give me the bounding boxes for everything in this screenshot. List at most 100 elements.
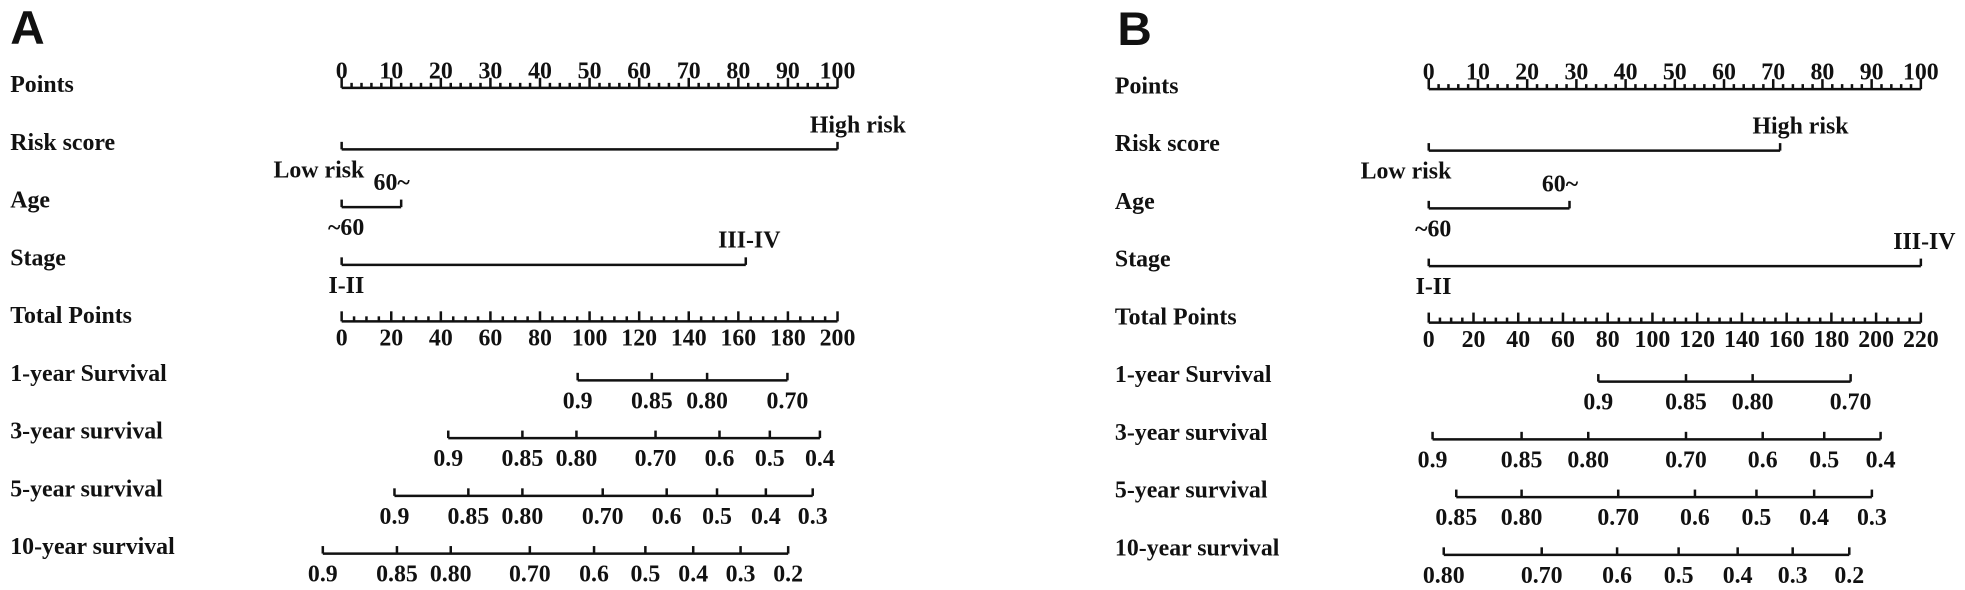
tick-label: 20 <box>1462 327 1486 353</box>
survival-tick-label: 0.5 <box>1809 447 1839 473</box>
level-label: ~60 <box>328 215 364 241</box>
tick-label: 40 <box>1614 60 1638 86</box>
survival-name: 1-year Survival <box>1115 362 1272 388</box>
tick-label: 80 <box>726 58 750 84</box>
survival-tick-label: 0.80 <box>502 504 544 530</box>
survival-tick-label: 0.85 <box>376 562 418 588</box>
survival-tick-label: 0.6 <box>1680 505 1710 531</box>
survival-name: 3-year survival <box>1115 420 1268 446</box>
survival-tick-label: 0.5 <box>702 504 732 530</box>
survival-tick-label: 0.70 <box>1665 447 1707 473</box>
tick-label: 180 <box>770 326 806 352</box>
tick-label: 10 <box>1466 60 1490 86</box>
tick-label: 60 <box>1551 327 1575 353</box>
survival-tick-label: 0.9 <box>563 388 593 414</box>
tick-label: 100 <box>1635 327 1671 353</box>
tick-label: 60 <box>478 326 502 352</box>
tick-label: 160 <box>720 326 756 352</box>
tick-label: 80 <box>1811 60 1835 86</box>
survival-tick-label: 0.4 <box>678 562 708 588</box>
panel-label: A <box>10 2 44 55</box>
tick-label: 20 <box>1515 60 1539 86</box>
tick-label: 80 <box>528 326 552 352</box>
survival-tick-label: 0.6 <box>652 504 682 530</box>
tick-label: 140 <box>671 326 707 352</box>
survival-tick-label: 0.70 <box>767 388 809 414</box>
tick-label: 200 <box>820 326 856 352</box>
tick-label: 0 <box>336 326 348 352</box>
tick-label: 50 <box>1663 60 1687 86</box>
tick-label: 80 <box>1596 327 1620 353</box>
survival-tick-label: 0.2 <box>773 562 803 588</box>
tick-label: 20 <box>379 326 403 352</box>
level-label: III-IV <box>718 228 780 254</box>
survival-tick-label: 0.3 <box>1778 563 1808 589</box>
survival-tick-label: 0.4 <box>751 504 781 530</box>
axis-name: Points <box>1115 73 1179 99</box>
survival-tick-label: 0.4 <box>1723 563 1753 589</box>
tick-label: 40 <box>1506 327 1530 353</box>
survival-tick-label: 0.70 <box>582 504 624 530</box>
tick-label: 220 <box>1903 327 1939 353</box>
survival-tick-label: 0.80 <box>1732 390 1774 416</box>
survival-name: 10-year survival <box>1115 535 1280 561</box>
variable-name: Risk score <box>10 130 115 156</box>
tick-label: 180 <box>1813 327 1849 353</box>
survival-tick-label: 0.85 <box>502 446 544 472</box>
tick-label: 70 <box>677 58 701 84</box>
variable-name: Age <box>10 188 50 214</box>
level-label: III-IV <box>1893 229 1955 255</box>
survival-name: 3-year survival <box>10 419 163 445</box>
survival-tick-label: 0.70 <box>635 446 677 472</box>
survival-tick-label: 0.5 <box>755 446 785 472</box>
tick-label: 0 <box>1423 327 1435 353</box>
survival-tick-label: 0.6 <box>705 446 735 472</box>
survival-tick-label: 0.70 <box>1830 390 1872 416</box>
tick-label: 40 <box>429 326 453 352</box>
tick-label: 30 <box>478 58 502 84</box>
level-label: 60~ <box>1542 171 1579 197</box>
survival-tick-label: 0.80 <box>686 388 728 414</box>
survival-tick-label: 0.85 <box>1435 505 1477 531</box>
survival-tick-label: 0.85 <box>1665 390 1707 416</box>
survival-tick-label: 0.5 <box>630 562 660 588</box>
tick-label: 70 <box>1761 60 1785 86</box>
survival-name: 10-year survival <box>10 534 175 560</box>
survival-tick-label: 0.70 <box>1597 505 1639 531</box>
tick-label: 100 <box>820 58 856 84</box>
tick-label: 120 <box>621 326 657 352</box>
tick-label: 90 <box>1860 60 1884 86</box>
tick-label: 60 <box>627 58 651 84</box>
axis-name: Total Points <box>1115 304 1237 330</box>
survival-tick-label: 0.3 <box>1857 505 1887 531</box>
variable-name: Age <box>1115 189 1155 215</box>
tick-label: 0 <box>336 58 348 84</box>
tick-label: 30 <box>1564 60 1588 86</box>
tick-label: 140 <box>1724 327 1760 353</box>
survival-tick-label: 0.80 <box>1567 447 1609 473</box>
tick-label: 100 <box>1903 60 1939 86</box>
survival-tick-label: 0.9 <box>433 446 463 472</box>
tick-label: 160 <box>1769 327 1805 353</box>
survival-tick-label: 0.5 <box>1742 505 1772 531</box>
level-label: ~60 <box>1415 216 1451 242</box>
survival-tick-label: 0.85 <box>631 388 673 414</box>
survival-tick-label: 0.9 <box>308 562 338 588</box>
axis-name: Total Points <box>10 303 132 329</box>
tick-label: 40 <box>528 58 552 84</box>
variable-name: Risk score <box>1115 131 1220 157</box>
tick-label: 10 <box>379 58 403 84</box>
survival-tick-label: 0.80 <box>430 562 472 588</box>
survival-tick-label: 0.80 <box>556 446 598 472</box>
level-label: I-II <box>328 273 364 299</box>
survival-tick-label: 0.4 <box>1866 447 1896 473</box>
tick-label: 60 <box>1712 60 1736 86</box>
survival-tick-label: 0.70 <box>509 562 551 588</box>
survival-tick-label: 0.85 <box>447 504 489 530</box>
survival-tick-label: 0.3 <box>798 504 828 530</box>
survival-tick-label: 0.4 <box>805 446 835 472</box>
level-label: High risk <box>1752 114 1849 140</box>
survival-tick-label: 0.6 <box>1602 563 1632 589</box>
